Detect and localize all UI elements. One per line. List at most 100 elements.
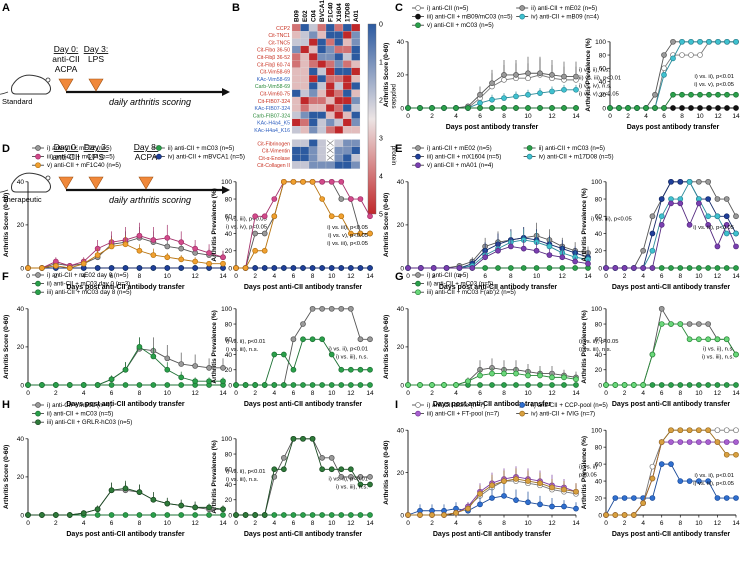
x-tick-label: 2 (430, 390, 434, 397)
data-point (94, 506, 101, 513)
y-tick-label: 40 (397, 39, 405, 46)
y-tick-label: 40 (225, 231, 233, 238)
event-label: LPS (88, 54, 104, 64)
data-point (603, 382, 609, 388)
data-point (561, 105, 567, 111)
data-point (686, 478, 693, 484)
data-point (477, 382, 483, 388)
heatmap-cell (308, 139, 318, 147)
heatmap-row-label: Cit-α-Enolase (258, 156, 290, 162)
data-point (573, 73, 579, 80)
heatmap-cell (308, 45, 318, 54)
legend-marker (415, 5, 421, 11)
data-point (220, 260, 226, 267)
data-point (714, 213, 721, 220)
data-point (670, 55, 676, 62)
x-tick-label: 12 (548, 520, 556, 527)
y-tick-label: 0 (228, 265, 232, 272)
legend-label: i) anti-CII + mE02 (n=5) (427, 145, 492, 152)
data-point (489, 382, 495, 388)
data-point (561, 73, 567, 80)
data-point (677, 265, 684, 271)
data-point (513, 370, 519, 377)
data-point (261, 230, 268, 237)
data-point (513, 497, 519, 504)
x-tick-label: 0 (234, 520, 238, 527)
heatmap-cell (291, 154, 301, 162)
data-point (723, 213, 730, 220)
score-plot: 0 2 4 6 8 10 12 14 0 20 40 Days post anti-CII antib… (383, 306, 618, 408)
data-point (631, 495, 637, 501)
data-point (537, 480, 543, 487)
data-point (612, 512, 619, 518)
data-point (348, 196, 354, 202)
heatmap-cell (308, 111, 318, 119)
y-tick-label: 20 (17, 222, 25, 229)
data-point (501, 382, 507, 388)
data-point (616, 105, 622, 111)
data-point (525, 75, 531, 82)
x-tick-label: 14 (366, 520, 374, 527)
data-point (417, 512, 423, 518)
data-point (367, 265, 373, 271)
data-point (621, 265, 628, 271)
y-tick-label: 0 (228, 512, 232, 519)
data-point (705, 321, 711, 327)
heatmap-cell (325, 104, 335, 112)
data-point (520, 265, 527, 271)
data-point (631, 382, 637, 388)
data-point (94, 265, 101, 271)
heatmap-cell (334, 74, 344, 83)
data-point (122, 382, 129, 388)
y-axis-label: Arthritis Prevalence (%) (585, 38, 592, 111)
y-axis-label: Arthritis Score (0-60) (383, 193, 390, 257)
x-tick-label: 10 (328, 520, 336, 527)
data-point (261, 382, 268, 388)
data-point (357, 366, 364, 373)
data-point (206, 365, 212, 371)
x-tick-label: 2 (623, 390, 627, 397)
data-point (733, 105, 739, 111)
data-point (677, 200, 684, 207)
data-point (677, 178, 684, 185)
heatmap-cell (351, 60, 361, 68)
y-tick-label: 80 (225, 451, 233, 458)
data-point (573, 505, 579, 512)
x-axis-label: Days post anti-CII antibody transfer (612, 401, 731, 408)
data-point (652, 91, 658, 98)
heatmap-cell (351, 96, 361, 105)
data-point (679, 52, 685, 58)
x-tick-label: 14 (572, 113, 580, 120)
data-point (242, 512, 249, 518)
data-point (192, 363, 198, 369)
data-point (705, 439, 711, 445)
x-tick-label: 4 (82, 273, 86, 280)
y-tick-label: 100 (221, 306, 232, 313)
stat-label: i) vs. iii), n.s. (579, 347, 612, 353)
data-point (573, 105, 579, 111)
data-point (696, 178, 702, 185)
data-point (640, 265, 646, 271)
x-tick-label: 6 (660, 520, 664, 527)
data-point (122, 485, 129, 492)
data-point (643, 105, 649, 111)
legend: i) anti-CII alone (n=7) ii) anti-CII + CC… (412, 402, 608, 418)
x-tick-label: 4 (272, 520, 276, 527)
x-tick-label: 14 (219, 390, 227, 397)
legend-label: iii) anti-CII + FT-pool (n=7) (427, 411, 499, 418)
data-point (549, 105, 555, 111)
data-point (705, 427, 711, 434)
series-line (606, 202, 737, 269)
heatmap-cell (334, 118, 344, 127)
y-tick-label: 40 (595, 231, 603, 238)
x-axis-label: Days post antibody transfer (446, 124, 539, 131)
data-point (252, 213, 258, 220)
data-point (525, 478, 531, 484)
injection-triangle (88, 78, 104, 92)
data-point (348, 466, 354, 473)
data-point (405, 265, 411, 271)
legend-label: iv) anti-CII + mBVCA1 (n=5) (168, 154, 245, 161)
y-tick-label: 60 (225, 467, 233, 474)
y-tick-label: 60 (225, 214, 233, 221)
